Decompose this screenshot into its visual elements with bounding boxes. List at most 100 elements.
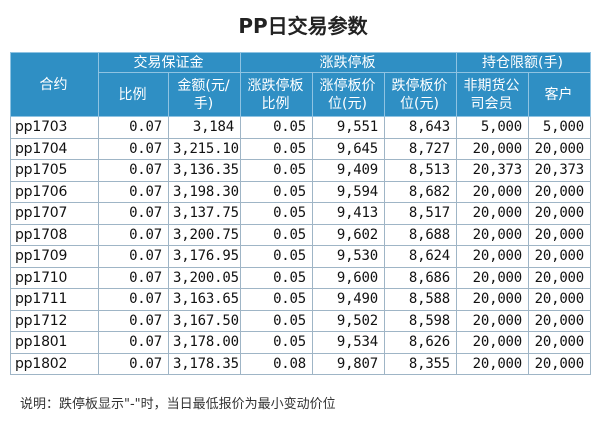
cell-contract: pp1703 xyxy=(10,116,99,139)
cell-limit-down: 8,513 xyxy=(383,159,458,182)
cell-client-limit: 20,000 xyxy=(528,331,592,354)
cell-limit-down: 8,682 xyxy=(383,180,458,203)
cell-limit-ratio: 0.05 xyxy=(240,223,313,246)
cell-margin-ratio: 0.07 xyxy=(98,159,169,182)
cell-non-futures-member-limit: 20,000 xyxy=(456,331,530,354)
cell-limit-up: 9,807 xyxy=(312,352,385,375)
cell-margin-ratio: 0.07 xyxy=(98,202,169,225)
cell-limit-ratio: 0.05 xyxy=(240,116,313,139)
cell-margin-ratio: 0.07 xyxy=(98,352,169,375)
header-margin-group: 交易保证金 xyxy=(98,52,241,73)
cell-margin-amount: 3,137.75 xyxy=(168,202,241,225)
cell-limit-ratio: 0.05 xyxy=(240,331,313,354)
cell-margin-ratio: 0.07 xyxy=(98,223,169,246)
cell-contract: pp1705 xyxy=(10,159,99,182)
cell-limit-up: 9,551 xyxy=(312,116,385,139)
cell-contract: pp1711 xyxy=(10,288,99,311)
cell-limit-down: 8,598 xyxy=(383,309,458,332)
cell-margin-amount: 3,200.75 xyxy=(168,223,241,246)
header-limit-group: 涨跌停板 xyxy=(239,52,458,73)
cell-client-limit: 20,373 xyxy=(528,159,592,182)
cell-non-futures-member-limit: 20,000 xyxy=(456,180,530,203)
cell-non-futures-member-limit: 20,000 xyxy=(456,266,530,289)
table-row: pp1712 0.07 3,167.50 0.05 9,502 8,598 20,000 20… xyxy=(10,309,592,332)
cell-contract: pp1712 xyxy=(10,309,99,332)
cell-limit-up: 9,413 xyxy=(312,202,385,225)
table-row: pp1711 0.07 3,163.65 0.05 9,490 8,588 20,000 20… xyxy=(10,288,592,311)
header-position-group: 持仓限额(手) xyxy=(456,52,592,73)
cell-client-limit: 20,000 xyxy=(528,180,592,203)
table-row: pp1708 0.07 3,200.75 0.05 9,602 8,688 20,000 20… xyxy=(10,223,592,246)
cell-client-limit: 20,000 xyxy=(528,352,592,375)
cell-limit-up: 9,594 xyxy=(312,180,385,203)
cell-client-limit: 20,000 xyxy=(528,309,592,332)
cell-limit-ratio: 0.05 xyxy=(240,266,313,289)
header-margin-ratio: 比例 xyxy=(98,72,169,117)
table-row: pp1709 0.07 3,176.95 0.05 9,530 8,624 20,000 20… xyxy=(10,245,592,268)
cell-margin-ratio: 0.07 xyxy=(98,245,169,268)
table-row: pp1703 0.07 3,184 0.05 9,551 8,643 5,000 5,000 xyxy=(10,116,592,139)
cell-margin-ratio: 0.07 xyxy=(98,331,169,354)
cell-margin-ratio: 0.07 xyxy=(98,288,169,311)
cell-limit-up: 9,645 xyxy=(312,137,385,160)
cell-limit-down: 8,517 xyxy=(383,202,458,225)
cell-contract: pp1707 xyxy=(10,202,99,225)
table-row: pp1710 0.07 3,200.05 0.05 9,600 8,686 20,000 20… xyxy=(10,266,592,289)
cell-margin-amount: 3,176.95 xyxy=(168,245,241,268)
cell-margin-amount: 3,178.00 xyxy=(168,331,241,354)
table-row: pp1706 0.07 3,198.30 0.05 9,594 8,682 20,000 20… xyxy=(10,180,592,203)
cell-non-futures-member-limit: 20,000 xyxy=(456,309,530,332)
cell-client-limit: 20,000 xyxy=(528,288,592,311)
header-client: 客户 xyxy=(528,72,592,117)
cell-contract: pp1710 xyxy=(10,266,99,289)
cell-margin-amount: 3,184 xyxy=(168,116,241,139)
table-row: pp1707 0.07 3,137.75 0.05 9,413 8,517 20,000 20… xyxy=(10,202,592,225)
table-row: pp1802 0.07 3,178.35 0.08 9,807 8,355 20,000 20… xyxy=(10,352,592,375)
cell-limit-down: 8,686 xyxy=(383,266,458,289)
cell-contract: pp1708 xyxy=(10,223,99,246)
cell-limit-ratio: 0.05 xyxy=(240,309,313,332)
cell-contract: pp1709 xyxy=(10,245,99,268)
cell-margin-ratio: 0.07 xyxy=(98,266,169,289)
cell-contract: pp1704 xyxy=(10,137,99,160)
cell-limit-down: 8,643 xyxy=(383,116,458,139)
footnote: 说明：跌停板显示"-"时，当日最低报价为最小变动价位 xyxy=(20,397,336,412)
cell-limit-ratio: 0.08 xyxy=(240,352,313,375)
cell-non-futures-member-limit: 20,000 xyxy=(456,202,530,225)
cell-limit-ratio: 0.05 xyxy=(240,245,313,268)
table-body: pp1703 0.07 3,184 0.05 9,551 8,643 5,000 5,000 p… xyxy=(10,116,592,375)
cell-client-limit: 5,000 xyxy=(528,116,592,139)
cell-margin-ratio: 0.07 xyxy=(98,180,169,203)
cell-non-futures-member-limit: 20,373 xyxy=(456,159,530,182)
table-row: pp1704 0.07 3,215.10 0.05 9,645 8,727 20,000 20… xyxy=(10,137,592,160)
cell-limit-up: 9,530 xyxy=(312,245,385,268)
cell-margin-amount: 3,200.05 xyxy=(168,266,241,289)
cell-limit-up: 9,602 xyxy=(312,223,385,246)
cell-non-futures-member-limit: 20,000 xyxy=(456,352,530,375)
table-row: pp1801 0.07 3,178.00 0.05 9,534 8,626 20,000 20… xyxy=(10,331,592,354)
cell-margin-ratio: 0.07 xyxy=(98,137,169,160)
cell-non-futures-member-limit: 20,000 xyxy=(456,223,530,246)
cell-limit-down: 8,727 xyxy=(383,137,458,160)
cell-limit-down: 8,588 xyxy=(383,288,458,311)
cell-limit-up: 9,502 xyxy=(312,309,385,332)
cell-margin-amount: 3,215.10 xyxy=(168,137,241,160)
header-limit-down: 跌停板价位(元) xyxy=(383,72,458,117)
cell-margin-amount: 3,163.65 xyxy=(168,288,241,311)
cell-limit-up: 9,534 xyxy=(312,331,385,354)
header-limit-ratio: 涨跌停板比例 xyxy=(240,72,313,117)
cell-limit-ratio: 0.05 xyxy=(240,202,313,225)
cell-non-futures-member-limit: 20,000 xyxy=(456,137,530,160)
cell-margin-amount: 3,178.35 xyxy=(168,352,241,375)
cell-contract: pp1706 xyxy=(10,180,99,203)
header-non-futures-member: 非期货公司会员 xyxy=(456,72,530,117)
cell-margin-ratio: 0.07 xyxy=(98,309,169,332)
cell-limit-up: 9,600 xyxy=(312,266,385,289)
cell-client-limit: 20,000 xyxy=(528,202,592,225)
cell-client-limit: 20,000 xyxy=(528,266,592,289)
cell-limit-up: 9,490 xyxy=(312,288,385,311)
cell-limit-down: 8,355 xyxy=(383,352,458,375)
cell-non-futures-member-limit: 20,000 xyxy=(456,245,530,268)
page-title: PP日交易参数 xyxy=(238,14,368,38)
table-row: pp1705 0.07 3,136.35 0.05 9,409 8,513 20,373 20… xyxy=(10,159,592,182)
